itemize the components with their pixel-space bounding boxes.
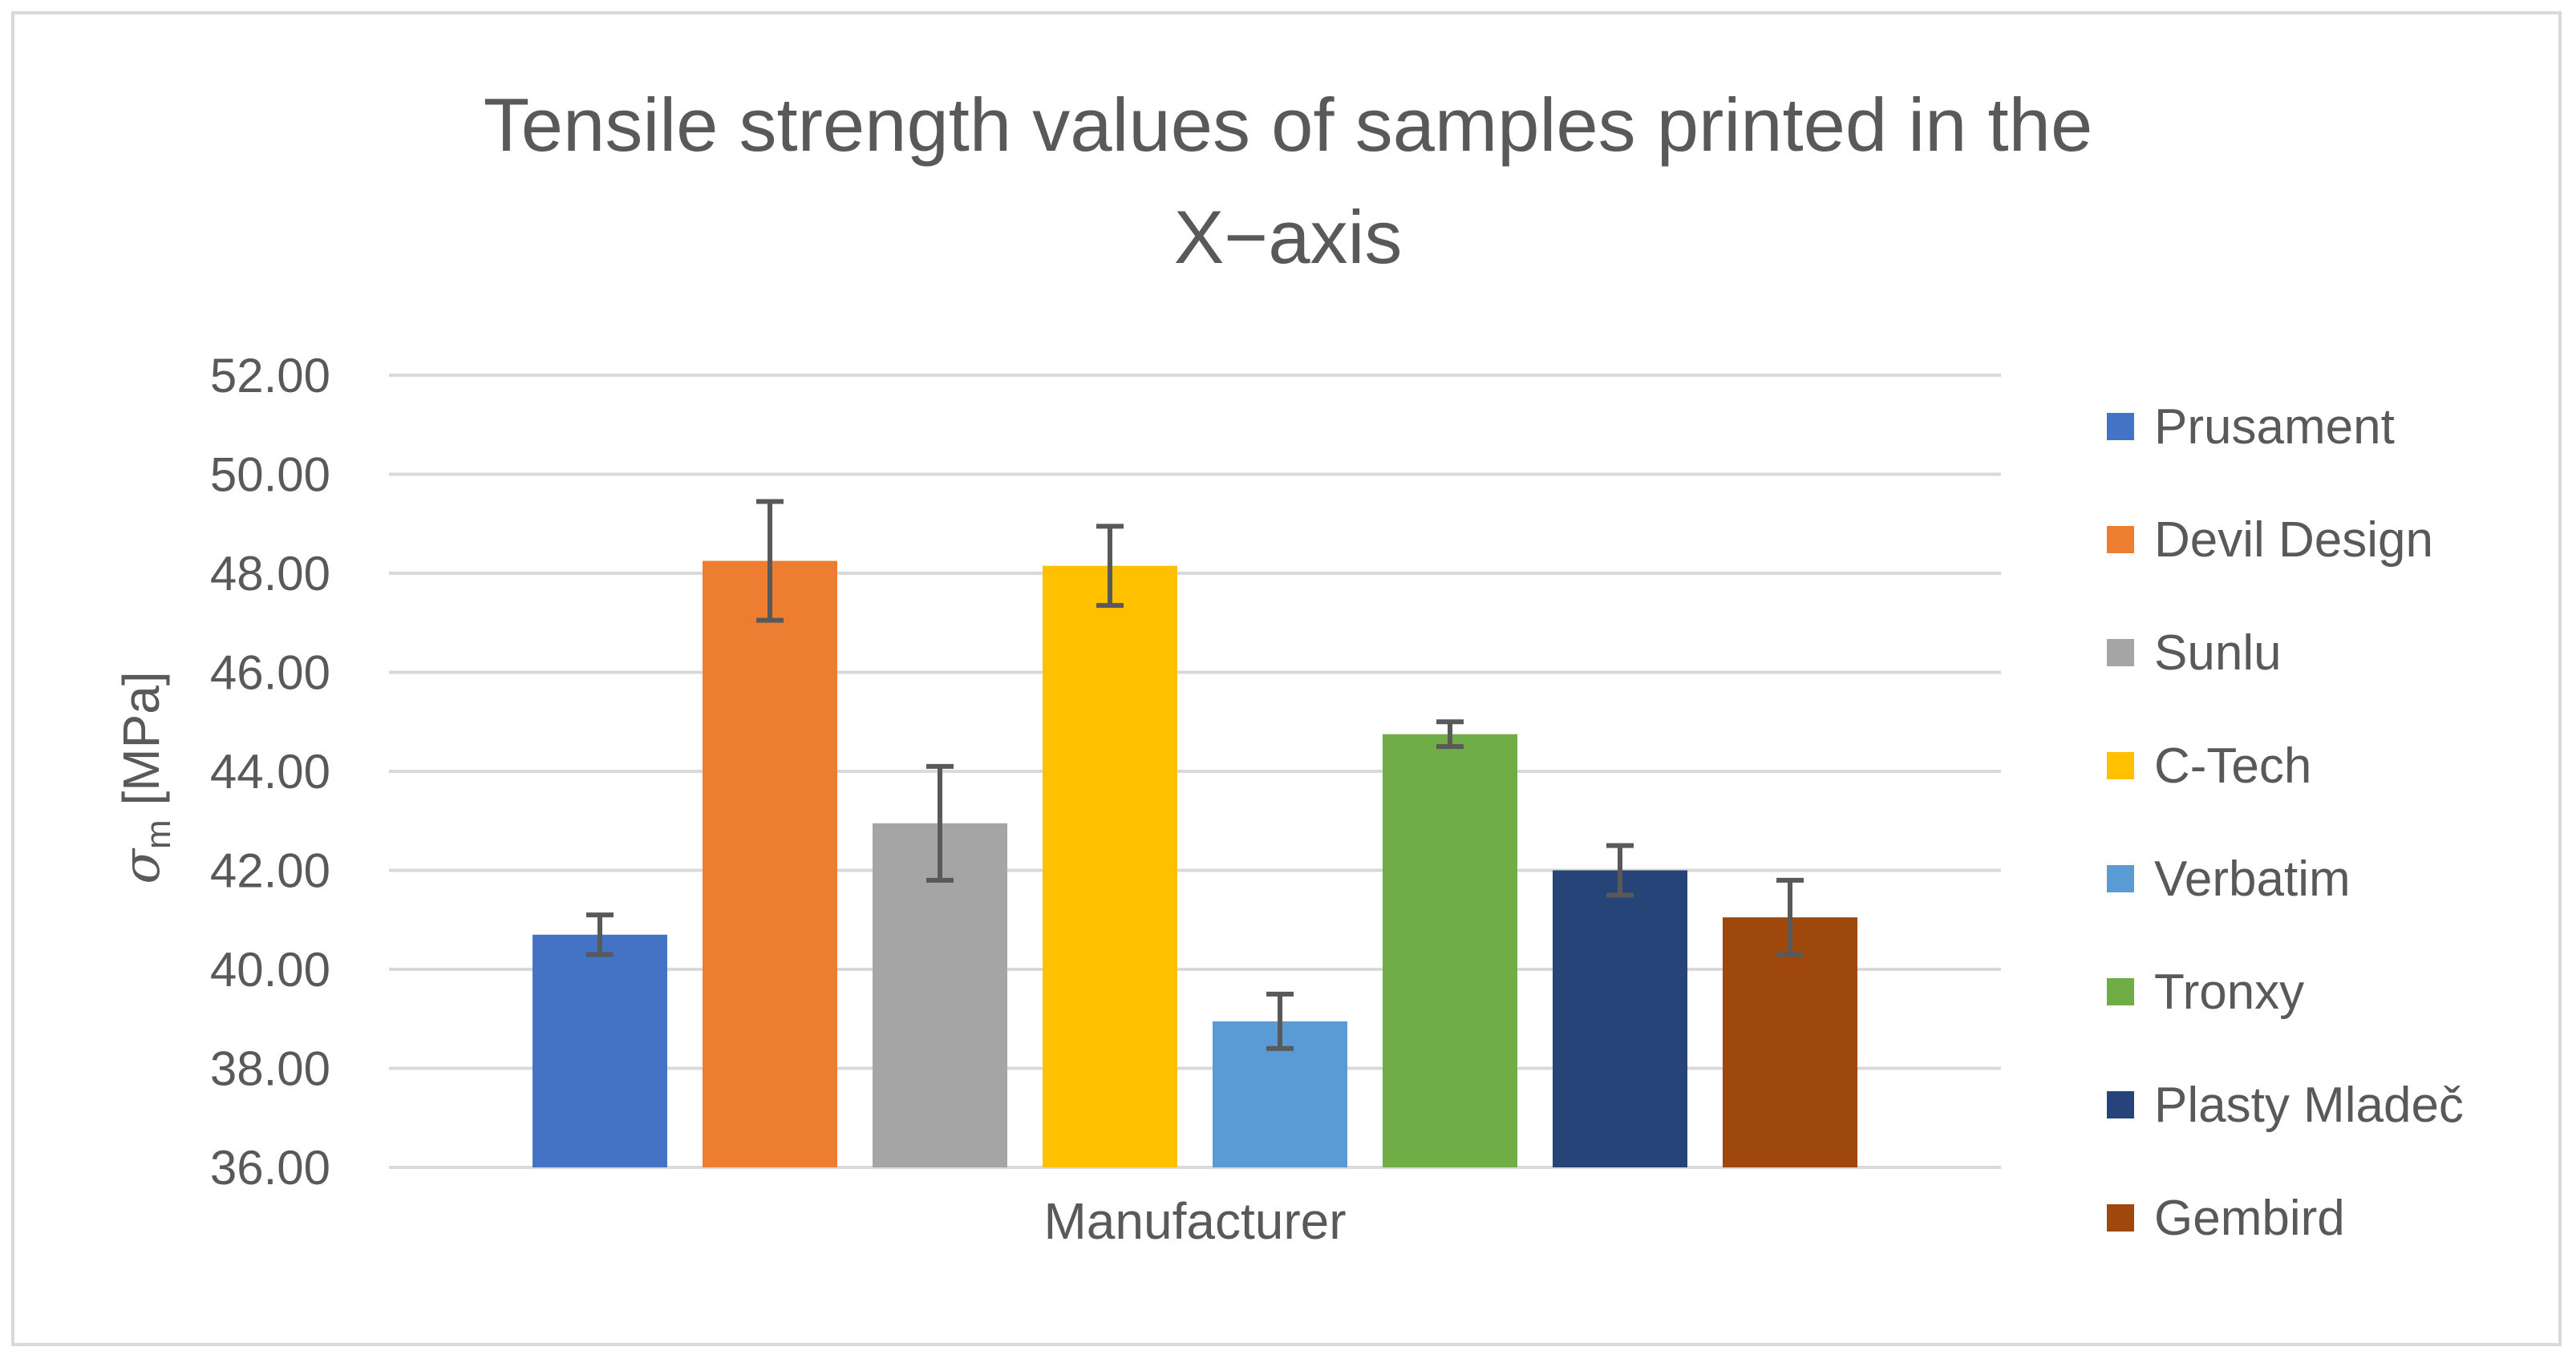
legend: Prusament Devil Design Sunlu C-Tech Verbatim… xyxy=(2107,399,2464,1246)
bar-tronxy xyxy=(1383,734,1517,1167)
y-tick-label: 40.00 xyxy=(210,943,330,997)
error-bar xyxy=(1096,524,1124,609)
legend-label: Prusament xyxy=(2154,399,2395,455)
y-axis-label-subscript: m xyxy=(139,819,178,849)
bar-gembird xyxy=(1723,917,1857,1167)
legend-item: Verbatim xyxy=(2107,851,2351,907)
legend-item: Prusament xyxy=(2107,399,2395,455)
legend-swatch xyxy=(2107,752,2134,779)
y-axis-label-symbol: σ xyxy=(112,847,172,884)
legend-swatch xyxy=(2107,413,2134,440)
bars xyxy=(533,560,1857,1167)
legend-label: Tronxy xyxy=(2154,965,2304,1020)
chart-title-line-1: Tensile strength values of samples print… xyxy=(484,83,2092,167)
legend-item: Devil Design xyxy=(2107,512,2433,568)
legend-label: Verbatim xyxy=(2154,851,2351,907)
error-bar xyxy=(756,499,784,623)
error-bar xyxy=(926,763,954,883)
legend-item: Tronxy xyxy=(2107,965,2304,1020)
chart-title-line-2: X−axis xyxy=(1174,195,1403,279)
legend-item: C-Tech xyxy=(2107,738,2311,794)
error-bars xyxy=(586,499,1804,1051)
error-bar xyxy=(1266,991,1294,1051)
legend-item: Plasty Mladeč xyxy=(2107,1078,2464,1133)
legend-swatch xyxy=(2107,1091,2134,1118)
y-tick-label: 44.00 xyxy=(210,745,330,799)
error-bar xyxy=(1606,843,1634,898)
legend-item: Sunlu xyxy=(2107,625,2282,681)
legend-label: Devil Design xyxy=(2154,512,2433,568)
y-tick-label: 48.00 xyxy=(210,547,330,601)
y-axis-label: σm [MPa] xyxy=(112,671,178,884)
error-bar xyxy=(1776,877,1804,957)
y-tick-label: 38.00 xyxy=(210,1042,330,1096)
x-axis-label: Manufacturer xyxy=(1043,1192,1346,1250)
legend-label: C-Tech xyxy=(2154,738,2311,794)
y-tick-label: 50.00 xyxy=(210,448,330,502)
legend-swatch xyxy=(2107,526,2134,553)
legend-label: Sunlu xyxy=(2154,625,2282,681)
y-tick-label: 36.00 xyxy=(210,1141,330,1195)
bar-prusament xyxy=(533,934,667,1167)
legend-swatch xyxy=(2107,1204,2134,1232)
y-axis-ticks: 36.00 38.00 40.00 42.00 44.00 46.00 48.00 50.00… xyxy=(210,349,330,1195)
bar-plasty-mlade- xyxy=(1553,870,1687,1167)
error-bar xyxy=(1436,719,1464,750)
bar-c-tech xyxy=(1043,565,1177,1167)
chart-title: Tensile strength values of samples print… xyxy=(484,83,2092,279)
y-tick-label: 52.00 xyxy=(210,349,330,402)
legend-swatch xyxy=(2107,865,2134,892)
legend-swatch xyxy=(2107,978,2134,1005)
y-axis-label-unit: [MPa] xyxy=(112,671,170,819)
y-tick-label: 46.00 xyxy=(210,646,330,700)
legend-label: Plasty Mladeč xyxy=(2154,1078,2464,1133)
y-tick-label: 42.00 xyxy=(210,844,330,898)
bar-devil-design xyxy=(703,560,837,1167)
legend-item: Gembird xyxy=(2107,1191,2345,1246)
error-bar xyxy=(586,912,614,957)
legend-swatch xyxy=(2107,639,2134,666)
legend-label: Gembird xyxy=(2154,1191,2345,1246)
